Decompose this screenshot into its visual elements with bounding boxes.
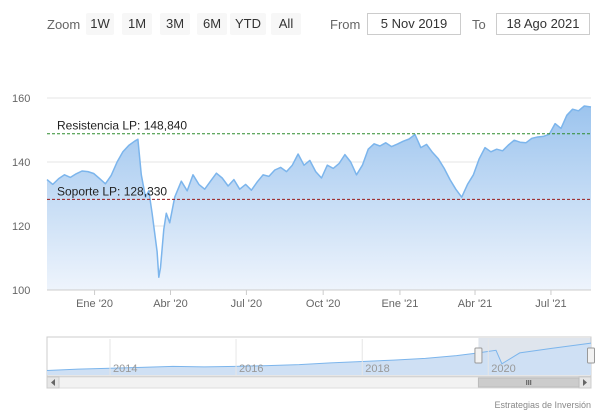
zoom-1w-button[interactable]: 1W [86, 13, 114, 35]
x-tick-label: Abr '21 [458, 298, 493, 310]
arrow-left-icon [51, 379, 55, 386]
zoom-1m-button[interactable]: 1M [122, 13, 152, 35]
x-tick-label: Oct '20 [306, 298, 341, 310]
to-label: To [472, 17, 486, 32]
from-label: From [330, 17, 361, 32]
navigator[interactable]: 2014 2016 2018 2020 [46, 336, 595, 377]
y-tick-label: 100 [12, 285, 30, 297]
navigator-year-label: 2014 [113, 363, 137, 375]
x-tick-label: Jul '21 [535, 298, 566, 310]
arrow-right-icon [583, 379, 587, 386]
resistance-label: Resistencia LP: 148,840 [57, 119, 187, 133]
navigator-line [46, 342, 592, 371]
price-line [46, 105, 592, 278]
navigator-year-label: 2020 [491, 363, 515, 375]
x-tick-label: Ene '20 [76, 298, 113, 310]
x-tick-label: Ene '21 [381, 298, 418, 310]
x-tick-label: Jul '20 [231, 298, 262, 310]
y-tick-label: 140 [12, 157, 30, 169]
navigator-right-handle[interactable] [587, 347, 595, 364]
price-area [47, 106, 591, 290]
to-date-input[interactable]: 18 Ago 2021 [496, 13, 590, 35]
zoom-label: Zoom [47, 17, 81, 32]
navigator-year-label: 2016 [239, 363, 263, 375]
navigator-year-label: 2018 [365, 363, 389, 375]
credits-text: Estrategias de Inversión [494, 400, 591, 410]
x-tick-label: Abr '20 [153, 298, 188, 310]
zoom-ytd-button[interactable]: YTD [230, 13, 266, 35]
from-date-input[interactable]: 5 Nov 2019 [367, 13, 461, 35]
zoom-all-button[interactable]: All [271, 13, 301, 35]
scrollbar[interactable] [46, 376, 592, 389]
range-selector-toolbar: Zoom 1W 1M 3M 6M YTD All From 5 Nov 2019… [0, 0, 601, 50]
y-tick-label: 120 [12, 221, 30, 233]
y-tick-label: 160 [12, 93, 30, 105]
support-label: Soporte LP: 128,330 [57, 184, 167, 198]
navigator-left-handle[interactable] [474, 347, 483, 364]
scrollbar-grip-icon [526, 380, 532, 385]
zoom-3m-button[interactable]: 3M [160, 13, 190, 35]
zoom-6m-button[interactable]: 6M [197, 13, 227, 35]
